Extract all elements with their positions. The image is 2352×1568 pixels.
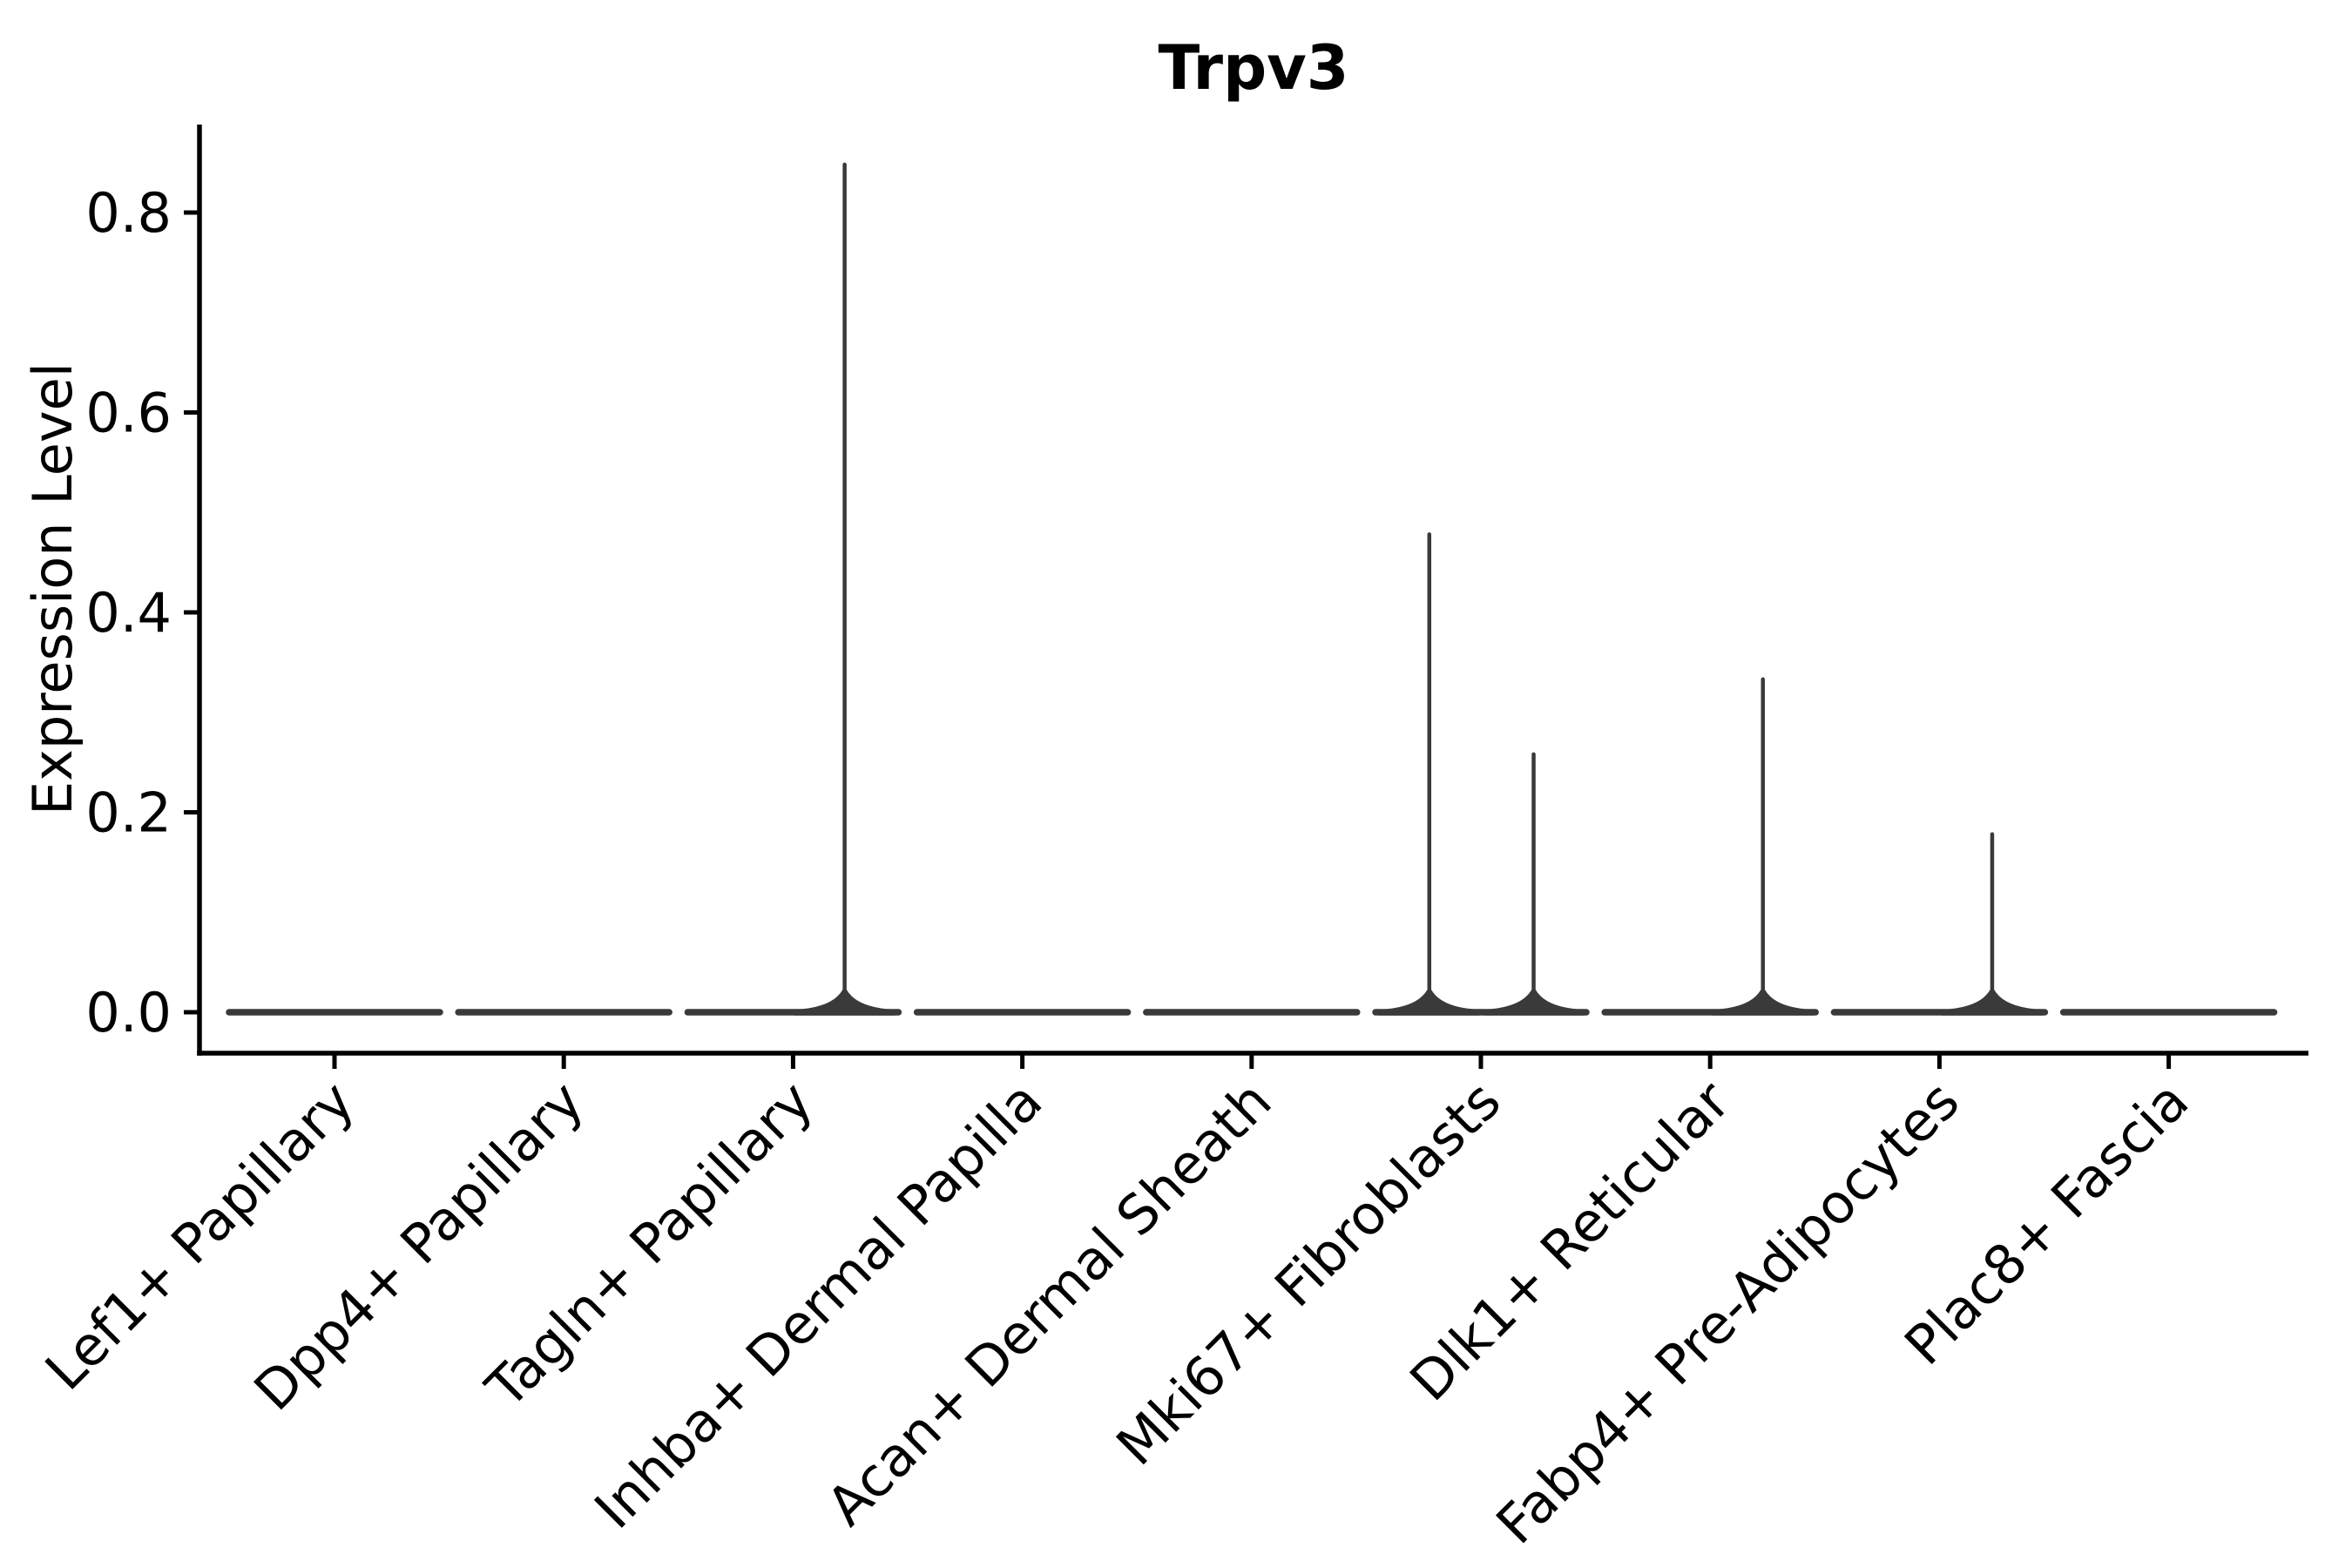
violin-spike-base: [1483, 990, 1585, 1016]
chart-title: Trpv3: [1158, 32, 1348, 104]
x-tick-label: Acan+ Dermal Sheath: [814, 1069, 1283, 1538]
violin-spike-base: [794, 990, 896, 1016]
y-axis-label: Expression Level: [21, 362, 84, 815]
y-tick-label: 0.6: [85, 382, 172, 445]
y-tick-label: 0.0: [85, 981, 172, 1044]
violin-spike-base: [1712, 990, 1814, 1016]
x-tick-label: Fabp4+ Pre-Adipocytes: [1484, 1069, 1971, 1556]
y-tick-label: 0.2: [85, 781, 172, 845]
violin-spike-base: [1941, 990, 2043, 1016]
x-tick-label: Mki67+ Fibroblasts: [1104, 1069, 1512, 1477]
x-tick-label: Inhba+ Dermal Papilla: [582, 1069, 1054, 1541]
violin-spike-base: [1378, 990, 1480, 1016]
y-tick-label: 0.4: [85, 581, 172, 645]
y-tick-label: 0.8: [85, 181, 172, 245]
